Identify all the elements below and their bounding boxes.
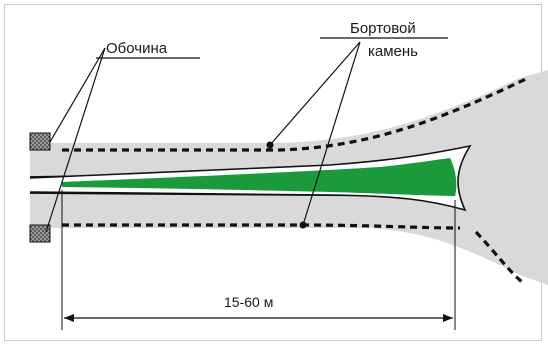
curb-upper-dashed: [62, 76, 529, 152]
approach-road: [29, 70, 548, 285]
arrow-left-icon: [64, 314, 74, 322]
arrow-right-icon: [443, 314, 453, 322]
shoulder-markers: [29, 132, 51, 243]
green-island: [62, 158, 457, 196]
shoulder-leader-lower: [45, 47, 106, 233]
hatched-square-icon: [29, 224, 51, 243]
filled-dot-icon: [299, 221, 307, 229]
curb-lower-curve-dashed: [474, 230, 524, 284]
hatched-square-icon: [29, 132, 51, 151]
curb-label-line1: Бортовой: [350, 20, 416, 37]
curb-label-line2: камень: [368, 43, 418, 60]
filled-dot-icon: [266, 141, 274, 149]
callout-leaders: [45, 41, 361, 233]
shoulder-leader-upper: [49, 47, 106, 143]
shoulder-label: Обочина: [106, 40, 168, 57]
distance-dimension: 15-60 м: [61, 190, 456, 330]
curb-leader-upper: [269, 41, 361, 146]
distance-label: 15-60 м: [224, 294, 273, 310]
curb-leader-lower: [302, 41, 361, 226]
